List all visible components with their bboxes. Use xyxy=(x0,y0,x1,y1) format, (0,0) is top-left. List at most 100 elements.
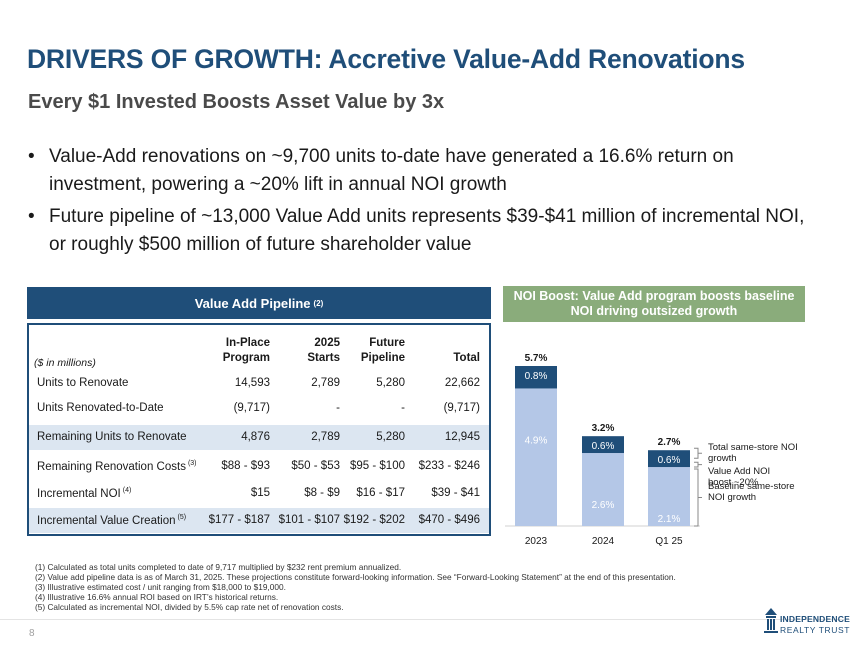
annotation-value-add-boost: Value Add NOI boost ~20% xyxy=(708,466,770,488)
table-cell: $470 - $496 xyxy=(418,514,480,526)
row-label-text: Units to Renovate xyxy=(37,377,129,389)
column-header-line2: Total xyxy=(453,352,480,364)
row-label-note: (3) xyxy=(187,460,197,467)
table-cell: (9,717) xyxy=(443,402,480,414)
bullet-text: Value-Add renovations on ~9,700 units to… xyxy=(49,146,734,195)
baseline-noi-bar xyxy=(648,467,690,526)
column-header-line1: Future xyxy=(369,337,405,349)
bullet-dot: • xyxy=(28,146,35,167)
table-row: Units Renovated-to-Date (9,717) - - (9,717) xyxy=(29,396,489,421)
logo-line2: REALTY TRUST xyxy=(780,625,850,635)
bullet-dot: • xyxy=(28,206,35,227)
footnote: (5) Calculated as incremental NOI, divid… xyxy=(35,602,344,612)
table-cell: (9,717) xyxy=(233,402,270,414)
table-cell: 14,593 xyxy=(234,377,270,389)
bar-data-label: 2.6% xyxy=(592,500,615,511)
pipeline-table-frame xyxy=(27,323,491,536)
bar-data-label: 4.9% xyxy=(525,435,548,446)
table-cell: $50 - $53 xyxy=(291,460,340,472)
column-header-total: Total xyxy=(410,336,480,366)
table-cell: 4,876 xyxy=(241,431,270,443)
baseline-bracket xyxy=(694,468,702,527)
logo-line1: INDEPENDENCE xyxy=(780,614,850,624)
x-tick-label: Q1 25 xyxy=(655,536,683,547)
row-label: Units Renovated-to-Date xyxy=(37,402,164,414)
x-tick-label: 2023 xyxy=(525,536,548,547)
bar-total-label: 3.2% xyxy=(592,423,615,434)
baseline-noi-bar xyxy=(515,388,557,526)
table-cell: 2,789 xyxy=(311,377,340,389)
table-cell: - xyxy=(336,402,340,414)
bullet-item: • Future pipeline of ~13,000 Value Add u… xyxy=(28,203,818,259)
value-add-boost-bar xyxy=(648,450,690,468)
footer-divider xyxy=(0,619,850,620)
table-cell: $233 - $246 xyxy=(418,460,480,472)
column-header-in-place: In-Place Program xyxy=(200,336,270,366)
bar-data-label: 2.1% xyxy=(658,514,681,525)
table-cell: $177 - $187 xyxy=(208,514,270,526)
row-label-note: (5) xyxy=(177,514,187,521)
pipeline-header: Value Add Pipeline (2) xyxy=(27,287,491,319)
table-cell: - xyxy=(401,402,405,414)
bar-data-label: 0.6% xyxy=(658,455,681,466)
column-header-line2: Pipeline xyxy=(360,352,405,364)
table-cell: $95 - $100 xyxy=(350,460,405,472)
table-cell: 2,789 xyxy=(311,431,340,443)
page-number: 8 xyxy=(29,628,35,639)
chart-header-line2: NOI driving outsized growth xyxy=(570,304,738,318)
page-title: DRIVERS OF GROWTH: Accretive Value-Add R… xyxy=(27,44,745,74)
column-header-line1 xyxy=(410,336,480,351)
value-add-boost-bar xyxy=(582,436,624,454)
row-label: Units to Renovate xyxy=(37,377,128,389)
table-cell: 22,662 xyxy=(444,377,480,389)
table-cell: $192 - $202 xyxy=(343,514,405,526)
table-cell: $15 xyxy=(250,487,270,499)
row-label-text: Remaining Units to Renovate xyxy=(37,431,187,443)
pipeline-header-label: Value Add Pipeline xyxy=(194,295,311,311)
table-cell: $39 - $41 xyxy=(431,487,480,499)
column-header-line2: Starts xyxy=(307,352,340,364)
footnotes: (1) Calculated as total units completed … xyxy=(35,562,676,612)
table-row: Remaining Renovation Costs (3) $88 - $93 $5… xyxy=(29,454,489,479)
total-bracket xyxy=(694,447,702,459)
table-cell: 5,280 xyxy=(376,377,405,389)
baseline-noi-bar xyxy=(582,453,624,526)
chart-header-line1: NOI Boost: Value Add program boosts base… xyxy=(513,289,795,303)
pipeline-header-note: (2) xyxy=(313,298,324,308)
row-label-text: Units Renovated-to-Date xyxy=(37,402,164,414)
noi-growth-chart: 4.9% 0.8% 5.7% 2023 2.6% 0.6% 3.2% 2024 2.1% 0.6%… xyxy=(505,353,798,547)
building-icon xyxy=(764,608,778,633)
table-cell: $101 - $107 xyxy=(278,514,340,526)
table-row: Remaining Units to Renovate 4,876 2,789 5,2… xyxy=(29,425,489,450)
table-row: Units to Renovate 14,593 2,789 5,280 22,662 xyxy=(29,371,489,396)
row-label: Incremental NOI (4) xyxy=(37,487,131,500)
value-add-boost-bar xyxy=(515,366,557,389)
value-add-bracket xyxy=(694,461,702,468)
row-label-text: Incremental NOI xyxy=(37,487,121,500)
row-label: Remaining Renovation Costs (3) xyxy=(37,460,197,473)
table-cell: 12,945 xyxy=(444,431,480,443)
row-label-note: (4) xyxy=(122,487,132,494)
annotation-baseline-growth: Baseline same-store NOI growth xyxy=(708,481,795,503)
row-label: Remaining Units to Renovate xyxy=(37,431,187,443)
row-label-text: Incremental Value Creation xyxy=(37,514,176,527)
bar-total-label: 5.7% xyxy=(525,353,548,364)
row-label: Incremental Value Creation (5) xyxy=(37,514,186,527)
column-header-line1: 2025 xyxy=(314,337,340,349)
bar-data-label: 0.6% xyxy=(592,441,615,452)
annotation-total-growth: Total same-store NOI growth xyxy=(708,442,798,464)
x-tick-label: 2024 xyxy=(592,536,615,547)
footnote: (3) Illustrative estimated cost / unit r… xyxy=(35,582,286,592)
bullet-item: • Value-Add renovations on ~9,700 units … xyxy=(28,143,818,199)
footnote: (1) Calculated as total units completed … xyxy=(35,562,402,572)
table-cell: $88 - $93 xyxy=(221,460,270,472)
footnote: (4) Illustrative 16.6% annual ROI based … xyxy=(35,592,279,602)
column-header-line1: In-Place xyxy=(225,337,270,349)
page-subtitle: Every $1 Invested Boosts Asset Value by … xyxy=(28,91,445,113)
table-row: Incremental NOI (4) $15 $8 - $9 $16 - $17 $39… xyxy=(29,481,489,506)
company-logo: INDEPENDENCE REALTY TRUST xyxy=(762,603,850,639)
column-header-2025-starts: 2025 Starts xyxy=(280,336,340,366)
column-header-line2: Program xyxy=(222,352,270,364)
table-cell: $8 - $9 xyxy=(304,487,340,499)
column-header-future-pipeline: Future Pipeline xyxy=(345,336,405,366)
